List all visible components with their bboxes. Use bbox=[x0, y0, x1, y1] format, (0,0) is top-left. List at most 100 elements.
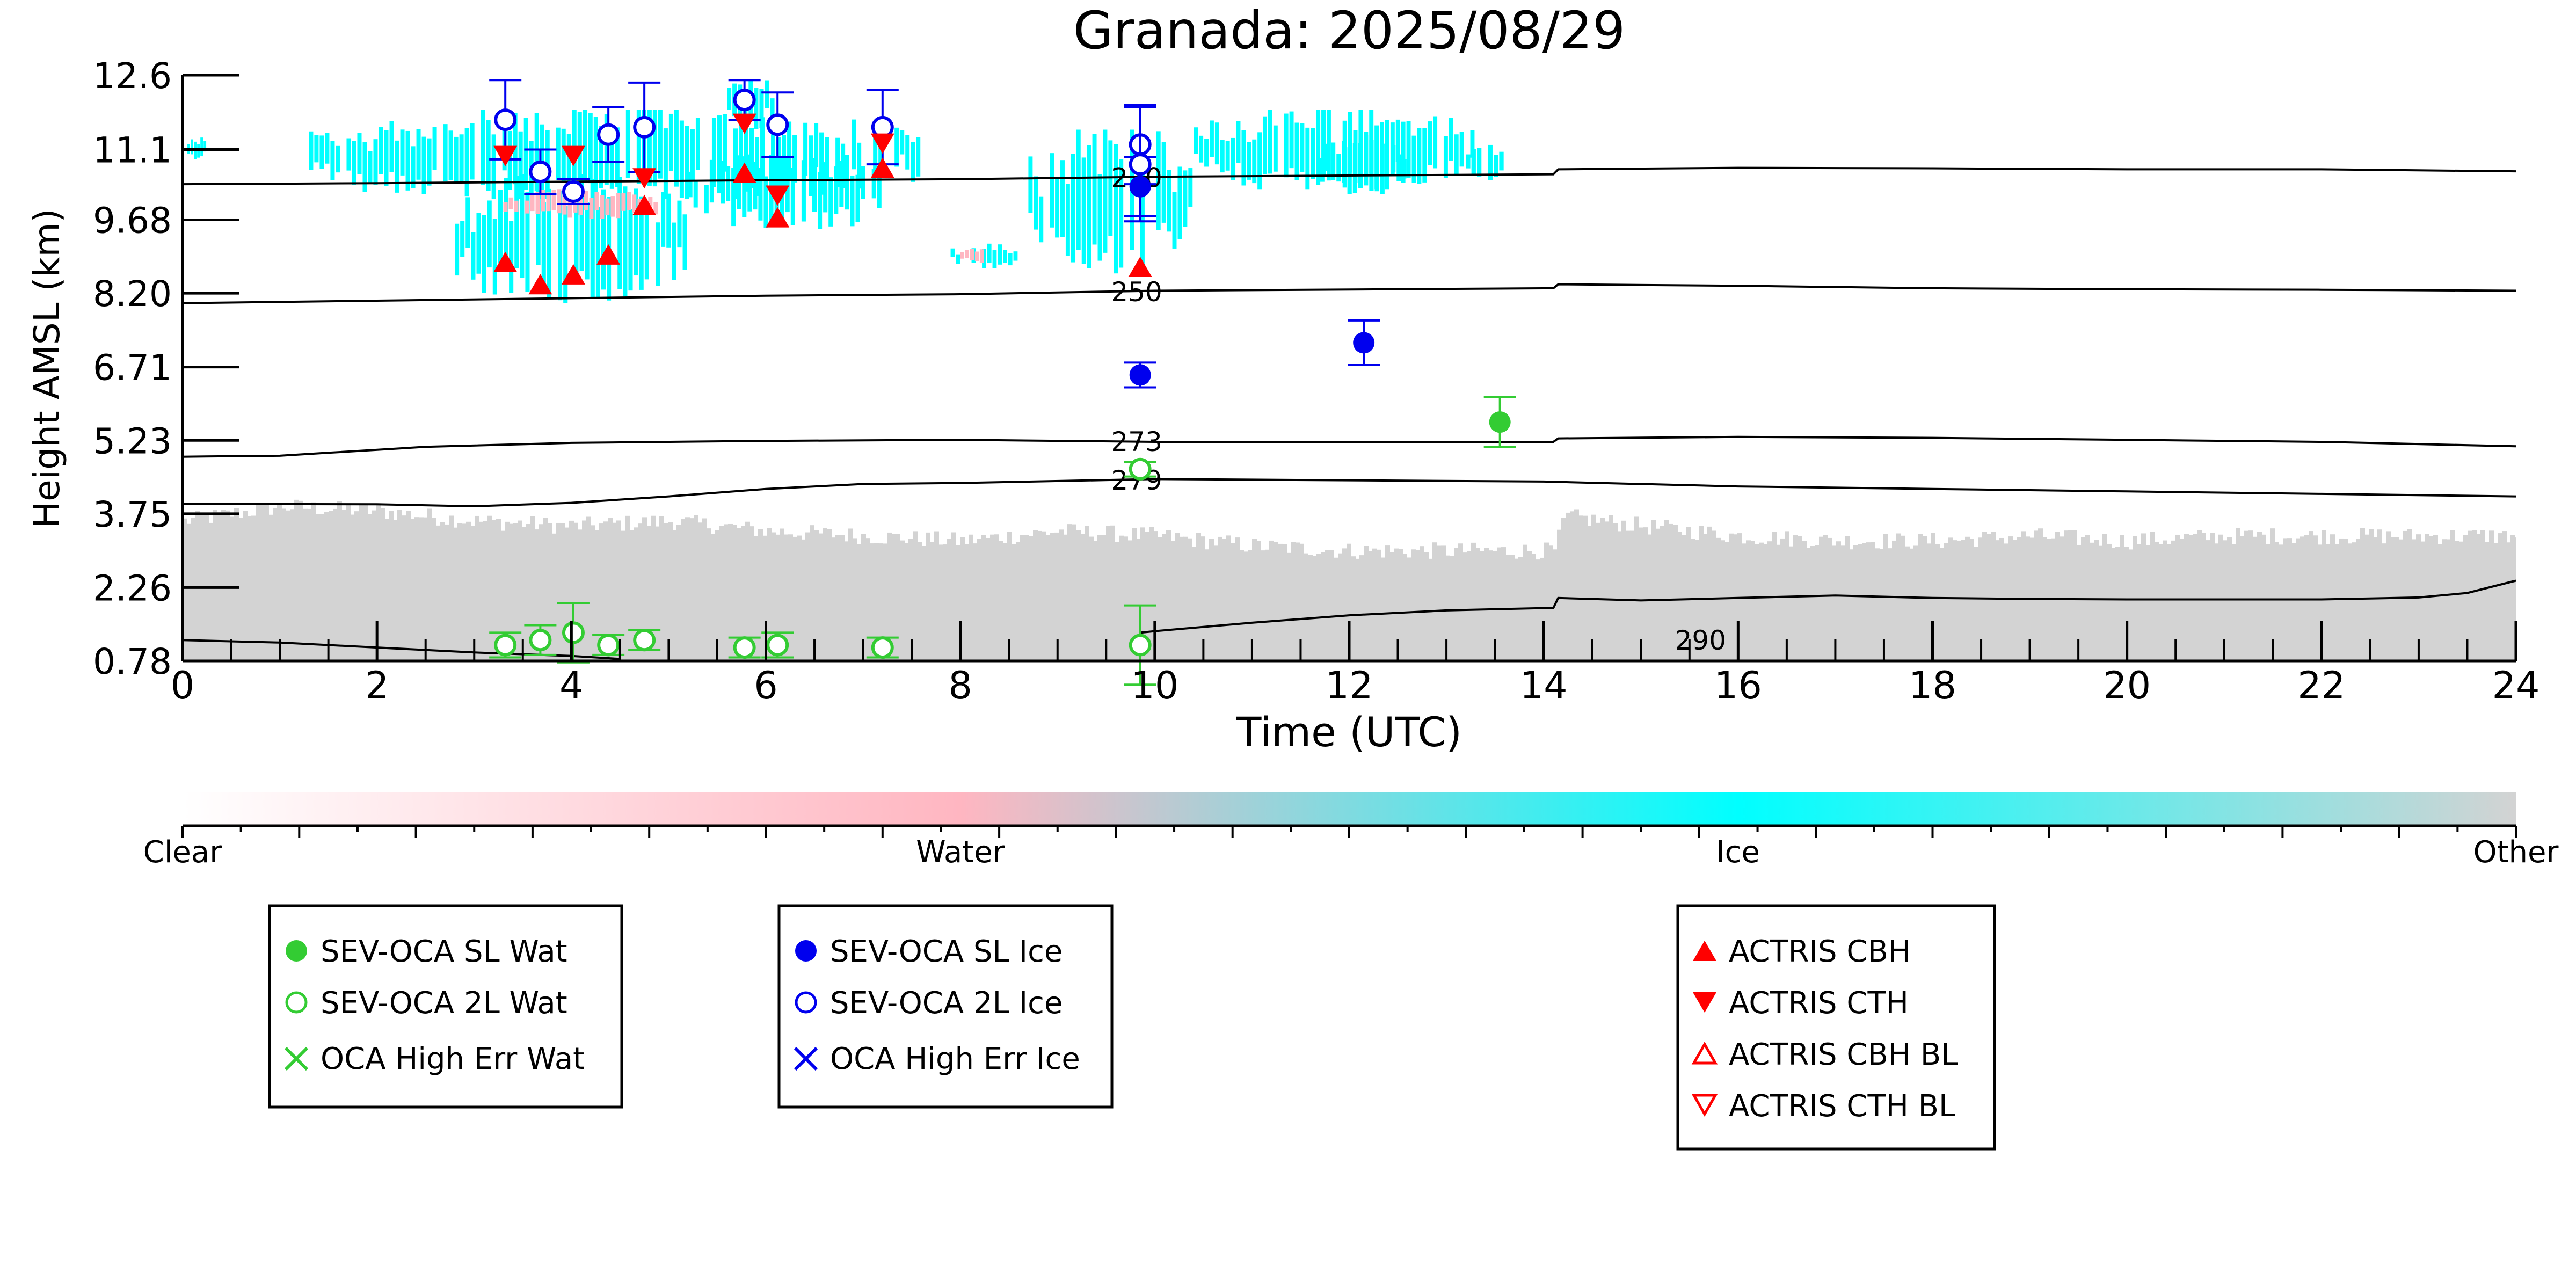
other-mask-column bbox=[616, 520, 621, 661]
ice-mask-column bbox=[536, 190, 541, 265]
other-mask-column bbox=[2437, 544, 2442, 661]
water-mask-column bbox=[589, 198, 594, 219]
ice-mask-column bbox=[617, 177, 622, 289]
other-mask-column bbox=[2261, 534, 2266, 661]
data-point bbox=[1129, 457, 1152, 481]
other-mask-column bbox=[2137, 544, 2142, 661]
other-mask-column bbox=[1342, 548, 1347, 661]
other-mask-column bbox=[634, 527, 638, 661]
water-mask-column bbox=[960, 252, 964, 259]
other-mask-column bbox=[2072, 530, 2077, 661]
ice-mask-column bbox=[579, 174, 584, 271]
other-mask-column bbox=[1239, 550, 1244, 661]
ice-mask-column bbox=[644, 205, 649, 280]
other-mask-column bbox=[1836, 541, 1841, 661]
other-mask-column bbox=[1986, 534, 1991, 661]
other-mask-column bbox=[1316, 554, 1321, 661]
ice-mask-column bbox=[1311, 128, 1315, 179]
other-mask-column bbox=[273, 507, 278, 661]
other-mask-column bbox=[805, 532, 810, 661]
ice-mask-column bbox=[471, 232, 476, 280]
data-point bbox=[494, 634, 517, 657]
other-mask-column bbox=[1673, 525, 1678, 661]
other-mask-column bbox=[2274, 542, 2279, 661]
ice-mask-column bbox=[839, 161, 844, 207]
ice-mask-column bbox=[1097, 174, 1102, 261]
other-mask-column bbox=[2107, 543, 2112, 661]
other-mask-column bbox=[638, 523, 643, 661]
ice-mask-column bbox=[1294, 122, 1299, 180]
other-mask-column bbox=[2442, 539, 2447, 661]
x-tick-label: 6 bbox=[754, 664, 778, 708]
water-mask-column bbox=[551, 190, 556, 210]
ice-mask-column bbox=[801, 160, 806, 222]
other-mask-column bbox=[1261, 550, 1265, 661]
ice-mask-column bbox=[785, 156, 790, 213]
other-mask-column bbox=[964, 544, 969, 661]
other-mask-column bbox=[316, 514, 321, 661]
other-mask-column bbox=[835, 535, 840, 661]
other-mask-column bbox=[1712, 530, 1716, 661]
x-tick-label: 0 bbox=[171, 664, 195, 708]
other-mask-column bbox=[552, 533, 557, 661]
other-mask-column bbox=[1132, 528, 1137, 661]
ice-mask-column bbox=[487, 200, 492, 268]
other-mask-column bbox=[543, 518, 548, 661]
other-mask-column bbox=[419, 517, 424, 661]
other-mask-column bbox=[1080, 534, 1085, 661]
other-mask-column bbox=[896, 534, 900, 661]
ice-mask-column bbox=[790, 168, 795, 225]
ice-mask-column bbox=[1273, 125, 1278, 172]
other-mask-column bbox=[2279, 544, 2283, 661]
ice-mask-column bbox=[421, 136, 426, 194]
other-mask-column bbox=[2068, 530, 2073, 661]
other-mask-column bbox=[2085, 535, 2090, 661]
other-mask-column bbox=[2206, 540, 2210, 661]
other-mask-column bbox=[1939, 548, 1944, 661]
other-mask-column bbox=[2506, 542, 2511, 661]
ice-mask-column bbox=[1231, 137, 1235, 180]
other-mask-column bbox=[831, 537, 836, 661]
other-mask-column bbox=[1295, 542, 1300, 661]
legend-marker-sev-sl-wat bbox=[286, 940, 307, 962]
colorbar: Clear Water Ice Other bbox=[143, 792, 2559, 870]
other-mask-column bbox=[2472, 530, 2477, 661]
ice-mask-column bbox=[1454, 134, 1459, 176]
legend-label-actris-cth-bl: ACTRIS CTH BL bbox=[1729, 1089, 1955, 1124]
data-point bbox=[529, 629, 552, 652]
other-mask-column bbox=[535, 529, 540, 661]
other-mask-column bbox=[702, 518, 707, 661]
x-tick-label: 4 bbox=[559, 664, 584, 708]
plot-area: 230250273279290 bbox=[183, 79, 2516, 686]
ice-mask-column bbox=[1087, 145, 1091, 268]
ice-mask-column bbox=[1352, 143, 1357, 193]
other-mask-column bbox=[376, 505, 381, 661]
other-mask-column bbox=[1956, 540, 1961, 661]
other-mask-column bbox=[303, 508, 308, 661]
other-mask-column bbox=[479, 521, 484, 661]
other-mask-column bbox=[887, 532, 892, 661]
ice-mask-column bbox=[191, 139, 193, 155]
ice-mask-column bbox=[1488, 144, 1493, 180]
other-mask-column bbox=[719, 526, 724, 661]
other-mask-column bbox=[2270, 528, 2275, 661]
other-mask-column bbox=[2489, 530, 2494, 661]
other-mask-column bbox=[578, 529, 583, 661]
other-mask-column bbox=[260, 503, 265, 661]
other-mask-column bbox=[1523, 544, 1527, 661]
ice-mask-column bbox=[693, 181, 698, 208]
ice-mask-column bbox=[1459, 132, 1464, 167]
other-mask-column bbox=[711, 534, 716, 661]
ice-mask-column bbox=[590, 179, 595, 298]
ice-mask-column bbox=[987, 243, 992, 263]
other-mask-column bbox=[1591, 514, 1596, 661]
ice-mask-column bbox=[1348, 112, 1352, 173]
ice-mask-column bbox=[1433, 116, 1438, 169]
other-mask-column bbox=[1892, 540, 1897, 661]
other-mask-column bbox=[1037, 530, 1042, 661]
other-mask-column bbox=[187, 523, 192, 661]
ice-mask-column bbox=[1321, 110, 1326, 177]
other-mask-column bbox=[999, 541, 1003, 661]
ice-mask-column bbox=[720, 161, 725, 204]
ice-mask-column bbox=[1364, 135, 1369, 186]
